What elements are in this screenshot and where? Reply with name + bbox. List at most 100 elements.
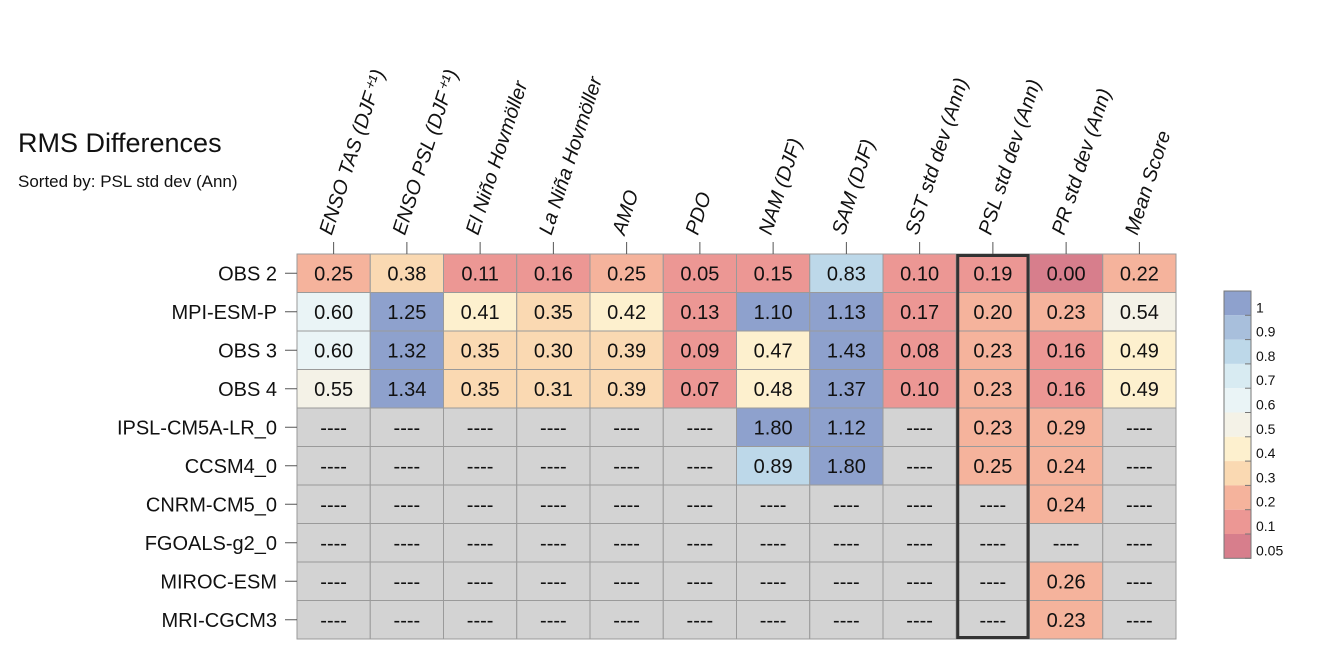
cell-label: ---- [540, 533, 567, 555]
heatmap-cell-obs-3-nam-djf [736, 330, 811, 370]
heatmap-cell-ccsm4-0-nam-djf [736, 446, 811, 486]
cell-label: 0.41 [461, 302, 500, 324]
column-label-sam-djf: SAM (DJF) [828, 137, 879, 238]
cell-label: ---- [687, 417, 714, 439]
heatmap-cell-miroc-esm-amo [589, 561, 664, 601]
cell-label: ---- [320, 456, 347, 478]
cell-label: 0.25 [314, 263, 353, 285]
cell-label: 0.20 [973, 302, 1012, 324]
row-label-mri-cgcm3: MRI-CGCM3 [161, 610, 277, 632]
heatmap-cell-cnrm-cm5-0-el-nino-hovmoller [443, 484, 518, 524]
cell-label: 0.23 [1047, 302, 1086, 324]
heatmap-cell-ccsm4-0-mean-score [1102, 446, 1177, 486]
cell-label: 0.05 [680, 263, 719, 285]
cell-label: 0.60 [314, 302, 353, 324]
cell-label: ---- [906, 533, 933, 555]
cell-label: ---- [833, 610, 860, 632]
row-label-ccsm4-0: CCSM4_0 [185, 456, 277, 478]
cell-label: 1.37 [827, 379, 866, 401]
row-label-obs-4: OBS 4 [218, 379, 277, 401]
heatmap-cell-ccsm4-0-amo [589, 446, 664, 486]
heatmap-cell-cnrm-cm5-0-enso-tas-djf [296, 484, 371, 524]
cell-label: ---- [833, 533, 860, 555]
cell-label: 0.48 [754, 379, 793, 401]
heatmap-cell-obs-4-pr-std-dev-ann [1029, 369, 1104, 409]
row-label-fgoals-g2-0: FGOALS-g2_0 [145, 533, 277, 555]
heatmap-cells: 0.25 0.38 0.11 0.16 0.25 0.05 0.15 0.83 0.10 0.19… [296, 253, 1177, 640]
cell-label: ---- [320, 610, 347, 632]
cell-label: ---- [1126, 417, 1153, 439]
heatmap-cell-cnrm-cm5-0-nam-djf [736, 484, 811, 524]
chart-title: RMS Differences [18, 128, 222, 158]
cell-label: ---- [833, 571, 860, 593]
heatmap-cell-ipsl-cm5a-lr-0-sst-std-dev-ann [882, 407, 957, 447]
legend-swatch [1224, 534, 1251, 559]
heatmap-cell-mpi-esm-p-psl-std-dev-ann [955, 292, 1030, 332]
cell-label: ---- [394, 417, 421, 439]
heatmap-cell-fgoals-g2-0-la-nina-hovmoller [516, 523, 591, 563]
cell-label: ---- [394, 456, 421, 478]
heatmap-cell-ipsl-cm5a-lr-0-la-nina-hovmoller [516, 407, 591, 447]
heatmap-border [296, 253, 1177, 640]
column-label-pr-std-dev-ann: PR std dev (Ann) [1048, 86, 1116, 238]
heatmap-cell-obs-3-enso-psl-djf [369, 330, 444, 370]
row-label-obs-2: OBS 2 [218, 263, 277, 285]
heatmap-cell-ccsm4-0-sst-std-dev-ann [882, 446, 957, 486]
legend-swatch [1224, 291, 1251, 316]
cell-label: 0.39 [607, 379, 646, 401]
heatmap-cell-miroc-esm-el-nino-hovmoller [443, 561, 518, 601]
cell-label: 0.25 [607, 263, 646, 285]
cell-label: 0.11 [461, 263, 498, 285]
heatmap-cell-ipsl-cm5a-lr-0-pr-std-dev-ann [1029, 407, 1104, 447]
cell-label: ---- [613, 610, 640, 632]
cell-label: 0.83 [827, 263, 866, 285]
cell-label: 0.16 [1047, 379, 1086, 401]
row-label-cnrm-cm5-0: CNRM-CM5_0 [146, 494, 277, 516]
cell-label: 0.15 [754, 263, 793, 285]
heatmap-cell-ccsm4-0-enso-psl-djf [369, 446, 444, 486]
cell-label: 0.60 [314, 340, 353, 362]
column-label-enso-psl-djf: ENSO PSL (DJF⁺¹) [389, 67, 463, 238]
cell-label: 0.23 [973, 417, 1012, 439]
cell-label: 0.16 [534, 263, 573, 285]
cell-label: ---- [906, 494, 933, 516]
cell-label: ---- [980, 610, 1007, 632]
legend-label: 0.9 [1256, 324, 1276, 340]
heatmap-cell-mpi-esm-p-pdo [662, 292, 737, 332]
cell-label: 0.17 [900, 302, 939, 324]
cell-label: 1.34 [387, 379, 426, 401]
legend-label: 0.3 [1256, 469, 1276, 485]
cell-label: ---- [1126, 533, 1153, 555]
cell-label: 1.80 [754, 417, 793, 439]
cell-label: ---- [394, 571, 421, 593]
cell-label: 0.26 [1047, 571, 1086, 593]
legend-swatch [1224, 339, 1251, 364]
cell-label: 0.23 [973, 340, 1012, 362]
heatmap-cell-fgoals-g2-0-amo [589, 523, 664, 563]
legend-label: 0.5 [1256, 421, 1276, 437]
cell-label: 0.25 [973, 456, 1012, 478]
row-label-mpi-esm-p: MPI-ESM-P [171, 302, 277, 324]
cell-label: ---- [467, 494, 494, 516]
cell-label: ---- [467, 456, 494, 478]
cell-label: ---- [1126, 571, 1153, 593]
heatmap-cell-miroc-esm-enso-psl-djf [369, 561, 444, 601]
cell-label: 0.55 [314, 379, 353, 401]
heatmap-cell-fgoals-g2-0-sam-djf [809, 523, 884, 563]
legend-label: 0.8 [1256, 348, 1276, 364]
cell-label: ---- [613, 494, 640, 516]
column-label-amo: AMO [608, 187, 643, 238]
heatmap-cell-fgoals-g2-0-enso-psl-djf [369, 523, 444, 563]
highlight-column-border [956, 254, 1030, 639]
cell-label: ---- [320, 571, 347, 593]
cell-label: ---- [540, 494, 567, 516]
heatmap-cell-mri-cgcm3-mean-score [1102, 600, 1177, 640]
column-label-enso-tas-djf: ENSO TAS (DJF⁺¹) [315, 67, 389, 238]
row-label-ipsl-cm5a-lr-0: IPSL-CM5A-LR_0 [117, 417, 277, 439]
column-labels: ENSO TAS (DJF⁺¹) ENSO PSL (DJF⁺¹) El Niño … [315, 67, 1175, 254]
cell-label: 0.42 [607, 302, 646, 324]
cell-label: ---- [687, 610, 714, 632]
cell-label: ---- [760, 610, 787, 632]
heatmap-cell-miroc-esm-pdo [662, 561, 737, 601]
heatmap-cell-mpi-esm-p-nam-djf [736, 292, 811, 332]
